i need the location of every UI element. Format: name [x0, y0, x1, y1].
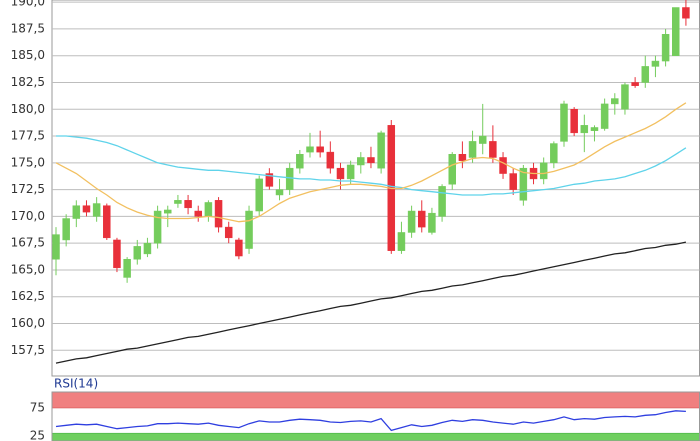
candle-body — [499, 157, 507, 174]
candle-body — [275, 189, 284, 196]
candle-body — [82, 205, 91, 213]
candle-body — [600, 103, 609, 129]
y-tick-label: 180,0 — [11, 102, 45, 116]
candle-body — [285, 167, 294, 190]
oversold-band — [51, 432, 700, 441]
overbought-band — [51, 391, 700, 409]
candle-body — [143, 242, 152, 255]
candle-body — [194, 210, 202, 217]
candle-body — [682, 7, 690, 19]
y-tick-label: 172,5 — [11, 182, 45, 196]
candle-body — [651, 60, 660, 67]
candle-body — [265, 173, 274, 187]
candle-body — [621, 84, 629, 110]
candle-body — [672, 7, 680, 56]
candle-body — [478, 135, 487, 144]
candle-body — [346, 164, 355, 180]
candle-body — [580, 125, 589, 134]
candle-body — [458, 154, 467, 161]
y-tick-label: 25 — [30, 428, 45, 441]
candle-body — [590, 127, 599, 131]
candle-body — [570, 109, 578, 134]
candle-body — [336, 167, 345, 180]
candle-body — [214, 200, 223, 228]
y-tick-label: 160,0 — [11, 316, 45, 330]
line-series — [55, 410, 686, 432]
candle-body — [62, 218, 70, 241]
candle-body — [509, 173, 517, 190]
candle-body — [72, 205, 81, 219]
y-tick-label: 177,5 — [11, 129, 45, 143]
y-tick-label: 190,0 — [11, 0, 45, 9]
candle-body — [448, 154, 456, 185]
candle-body — [174, 200, 182, 204]
candle-body — [550, 143, 558, 164]
y-tick-label: 162,5 — [11, 289, 45, 303]
candle-body — [407, 210, 416, 233]
candle-body — [113, 239, 121, 269]
candle-body — [92, 203, 101, 217]
candle-body — [661, 34, 670, 62]
candle-body — [611, 98, 619, 105]
candle-body — [357, 157, 365, 166]
candle-body — [367, 157, 375, 164]
candle-body — [397, 232, 406, 251]
candle-body — [133, 246, 142, 260]
candle-body — [326, 151, 335, 169]
rsi-title: RSI(14) — [54, 377, 98, 391]
y-tick-label: 185,0 — [11, 48, 45, 62]
candle-body — [224, 226, 233, 239]
candle-body — [296, 154, 304, 169]
candle-body — [204, 202, 213, 217]
candle-body — [468, 141, 477, 158]
candle-body — [123, 258, 131, 278]
candle-body — [255, 178, 263, 212]
candle-body — [184, 200, 192, 209]
y-tick-label: 157,5 — [11, 343, 45, 357]
line-series — [56, 135, 687, 196]
candle-body — [560, 103, 568, 142]
y-tick-label: 165,0 — [11, 262, 45, 276]
candle-body — [489, 141, 497, 158]
candle-body — [438, 186, 446, 217]
y-tick-label: 167,5 — [11, 236, 45, 250]
candle-body — [631, 82, 639, 86]
candle-body — [306, 146, 314, 153]
candle-body — [641, 66, 650, 83]
line-series — [55, 241, 687, 364]
candle-body — [52, 234, 60, 260]
candle-body — [245, 210, 253, 249]
candle-body — [164, 209, 172, 214]
y-tick-label: 175,0 — [11, 155, 45, 169]
candle-body — [235, 239, 243, 257]
price-panel — [51, 0, 700, 377]
candle-body — [153, 210, 162, 244]
line-series — [55, 102, 687, 223]
candle-body — [316, 146, 324, 153]
candle-body — [519, 167, 528, 201]
candle-body — [418, 210, 426, 228]
candle-body — [377, 132, 385, 169]
candle-body — [428, 212, 436, 233]
y-tick-label: 170,0 — [11, 209, 45, 223]
y-tick-label: 182,5 — [11, 75, 45, 89]
candle-body — [103, 205, 111, 239]
candle-body — [539, 162, 548, 180]
y-tick-label: 75 — [30, 400, 45, 414]
y-tick-label: 187,5 — [11, 21, 45, 35]
